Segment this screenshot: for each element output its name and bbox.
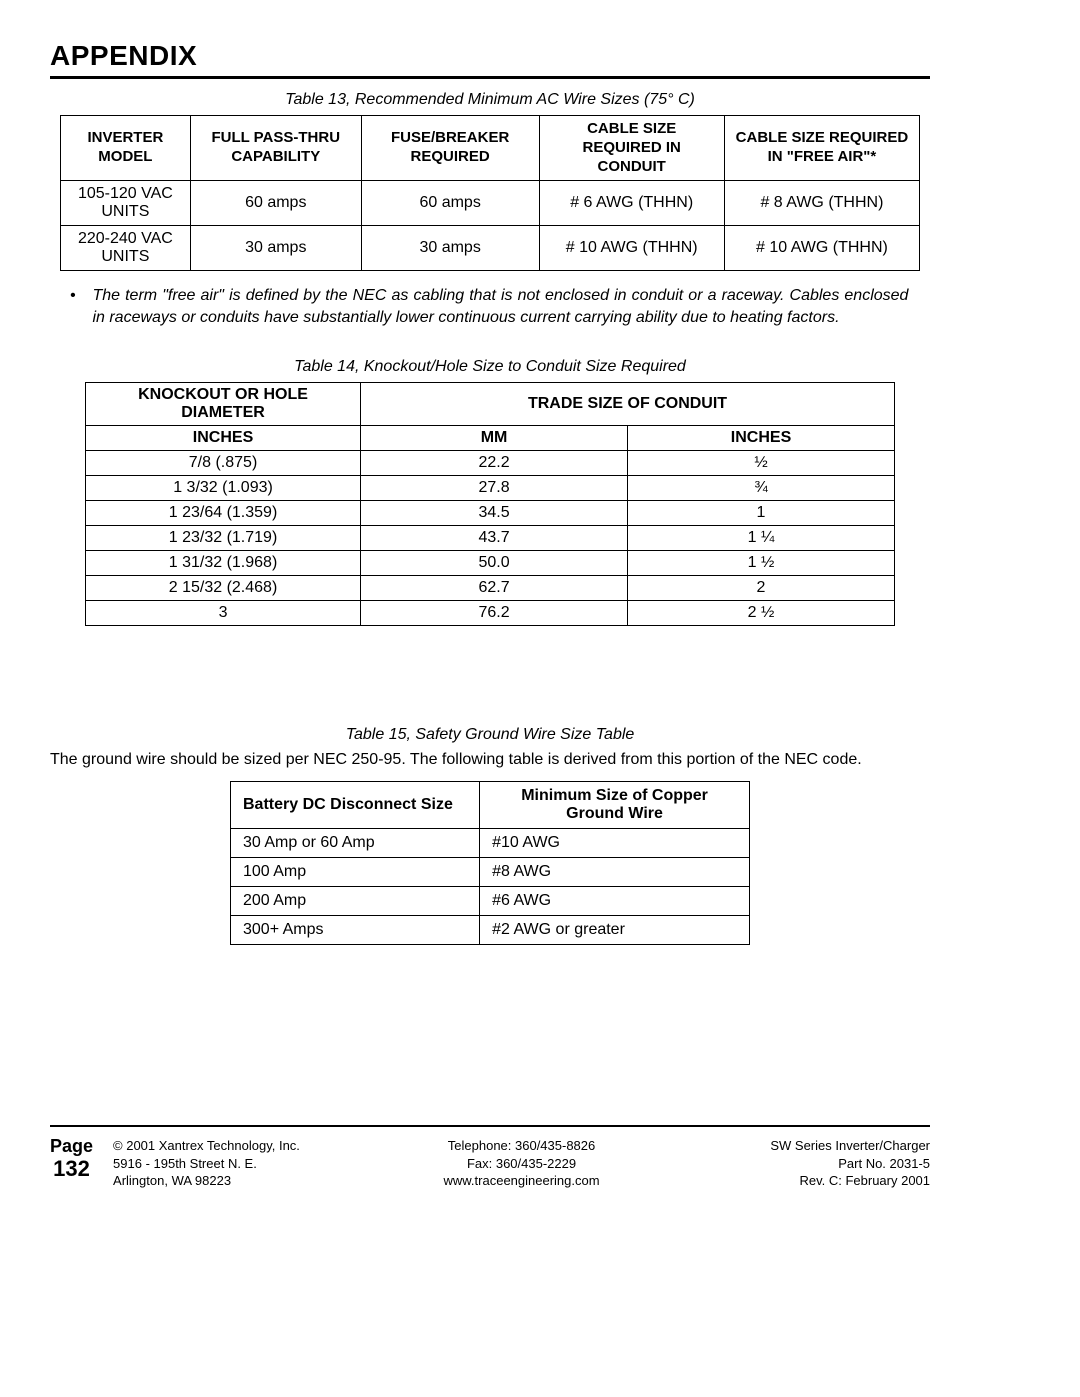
table-row: 105-120 VAC UNITS 60 amps 60 amps # 6 AW… — [61, 181, 920, 226]
title-rule — [50, 76, 930, 79]
cell: 60 amps — [190, 181, 361, 226]
footer-text: Arlington, WA 98223 — [113, 1172, 385, 1190]
table14: KNOCKOUT OR HOLE DIAMETERTRADE SIZE OF C… — [85, 382, 895, 626]
cell: 30 amps — [361, 226, 539, 271]
cell: 3 — [86, 601, 361, 626]
table-row: 200 Amp#6 AWG — [231, 887, 750, 916]
t13-h2: FULL PASS-THRU CAPABILITY — [190, 116, 361, 181]
footer-text: www.traceengineering.com — [385, 1172, 657, 1190]
footer-text: Part No. 2031-5 — [658, 1155, 930, 1173]
footer-text: Fax: 360/435-2229 — [385, 1155, 657, 1173]
table-row: 1 3/32 (1.093)27.8¾ — [86, 476, 895, 501]
footer-text: © 2001 Xantrex Technology, Inc. — [113, 1137, 385, 1155]
cell: 30 amps — [190, 226, 361, 271]
page-title: APPENDIX — [50, 40, 930, 72]
t13-h5: CABLE SIZE REQUIRED IN "FREE AIR"* — [724, 116, 919, 181]
t14-h2: TRADE SIZE OF CONDUIT — [361, 383, 895, 426]
cell: 200 Amp — [231, 887, 480, 916]
page-number-box: Page 132 — [50, 1137, 93, 1181]
footer-text: Telephone: 360/435-8826 — [385, 1137, 657, 1155]
table13: INVERTER MODEL FULL PASS-THRU CAPABILITY… — [60, 115, 920, 271]
footer: Page 132 © 2001 Xantrex Technology, Inc.… — [50, 1137, 930, 1190]
table13-note: • The term "free air" is defined by the … — [70, 285, 910, 328]
table-row: 1 31/32 (1.968)50.01 ½ — [86, 551, 895, 576]
t14-s1: INCHES — [86, 426, 361, 451]
cell: 1 ¼ — [628, 526, 895, 551]
table13-caption: Table 13, Recommended Minimum AC Wire Si… — [50, 91, 930, 109]
cell: 43.7 — [361, 526, 628, 551]
t15-h2: Minimum Size of Copper Ground Wire — [480, 782, 750, 829]
table-row: 300+ Amps#2 AWG or greater — [231, 916, 750, 945]
t15-h1: Battery DC Disconnect Size — [231, 782, 480, 829]
footer-mid: Telephone: 360/435-8826 Fax: 360/435-222… — [385, 1137, 657, 1190]
table-row: 7/8 (.875)22.2½ — [86, 451, 895, 476]
cell: 105-120 VAC UNITS — [61, 181, 191, 226]
cell: #6 AWG — [480, 887, 750, 916]
cell: 22.2 — [361, 451, 628, 476]
note-text: The term "free air" is defined by the NE… — [92, 285, 908, 328]
footer-text: 5916 - 195th Street N. E. — [113, 1155, 385, 1173]
cell: ½ — [628, 451, 895, 476]
cell: #8 AWG — [480, 858, 750, 887]
table-row: 2 15/32 (2.468)62.72 — [86, 576, 895, 601]
table-row: 376.22 ½ — [86, 601, 895, 626]
cell: # 8 AWG (THHN) — [724, 181, 919, 226]
cell: 220-240 VAC UNITS — [61, 226, 191, 271]
cell: 34.5 — [361, 501, 628, 526]
cell: 2 ½ — [628, 601, 895, 626]
cell: 2 — [628, 576, 895, 601]
t14-s2: MM — [361, 426, 628, 451]
table-row: 30 Amp or 60 Amp#10 AWG — [231, 829, 750, 858]
bullet-icon: • — [70, 285, 88, 307]
cell: 1 23/64 (1.359) — [86, 501, 361, 526]
footer-right: SW Series Inverter/Charger Part No. 2031… — [658, 1137, 930, 1190]
table-row: 1 23/64 (1.359)34.51 — [86, 501, 895, 526]
table-row: 1 23/32 (1.719)43.71 ¼ — [86, 526, 895, 551]
cell: 7/8 (.875) — [86, 451, 361, 476]
cell: #10 AWG — [480, 829, 750, 858]
t14-h1: KNOCKOUT OR HOLE DIAMETER — [86, 383, 361, 426]
table15-caption: Table 15, Safety Ground Wire Size Table — [50, 726, 930, 744]
cell: # 6 AWG (THHN) — [539, 181, 724, 226]
cell: 300+ Amps — [231, 916, 480, 945]
page-number: 132 — [50, 1157, 93, 1181]
cell: ¾ — [628, 476, 895, 501]
cell: 100 Amp — [231, 858, 480, 887]
t13-h1: INVERTER MODEL — [61, 116, 191, 181]
footer-left: © 2001 Xantrex Technology, Inc. 5916 - 1… — [113, 1137, 385, 1190]
cell: 1 23/32 (1.719) — [86, 526, 361, 551]
t14-s3: INCHES — [628, 426, 895, 451]
t13-h3: FUSE/BREAKER REQUIRED — [361, 116, 539, 181]
t13-h4: CABLE SIZE REQUIRED IN CONDUIT — [539, 116, 724, 181]
table15-intro: The ground wire should be sized per NEC … — [50, 750, 930, 771]
table-row: 100 Amp#8 AWG — [231, 858, 750, 887]
cell: # 10 AWG (THHN) — [724, 226, 919, 271]
cell: 1 — [628, 501, 895, 526]
footer-text: SW Series Inverter/Charger — [658, 1137, 930, 1155]
cell: 62.7 — [361, 576, 628, 601]
table-row: 220-240 VAC UNITS 30 amps 30 amps # 10 A… — [61, 226, 920, 271]
cell: 60 amps — [361, 181, 539, 226]
cell: 76.2 — [361, 601, 628, 626]
cell: 50.0 — [361, 551, 628, 576]
cell: 1 3/32 (1.093) — [86, 476, 361, 501]
cell: 1 31/32 (1.968) — [86, 551, 361, 576]
table14-caption: Table 14, Knockout/Hole Size to Conduit … — [50, 358, 930, 376]
footer-text: Rev. C: February 2001 — [658, 1172, 930, 1190]
cell: 2 15/32 (2.468) — [86, 576, 361, 601]
cell: # 10 AWG (THHN) — [539, 226, 724, 271]
footer-rule — [50, 1125, 930, 1127]
cell: 27.8 — [361, 476, 628, 501]
cell: 30 Amp or 60 Amp — [231, 829, 480, 858]
cell: 1 ½ — [628, 551, 895, 576]
page-label: Page — [50, 1137, 93, 1157]
cell: #2 AWG or greater — [480, 916, 750, 945]
table15: Battery DC Disconnect Size Minimum Size … — [230, 781, 750, 945]
